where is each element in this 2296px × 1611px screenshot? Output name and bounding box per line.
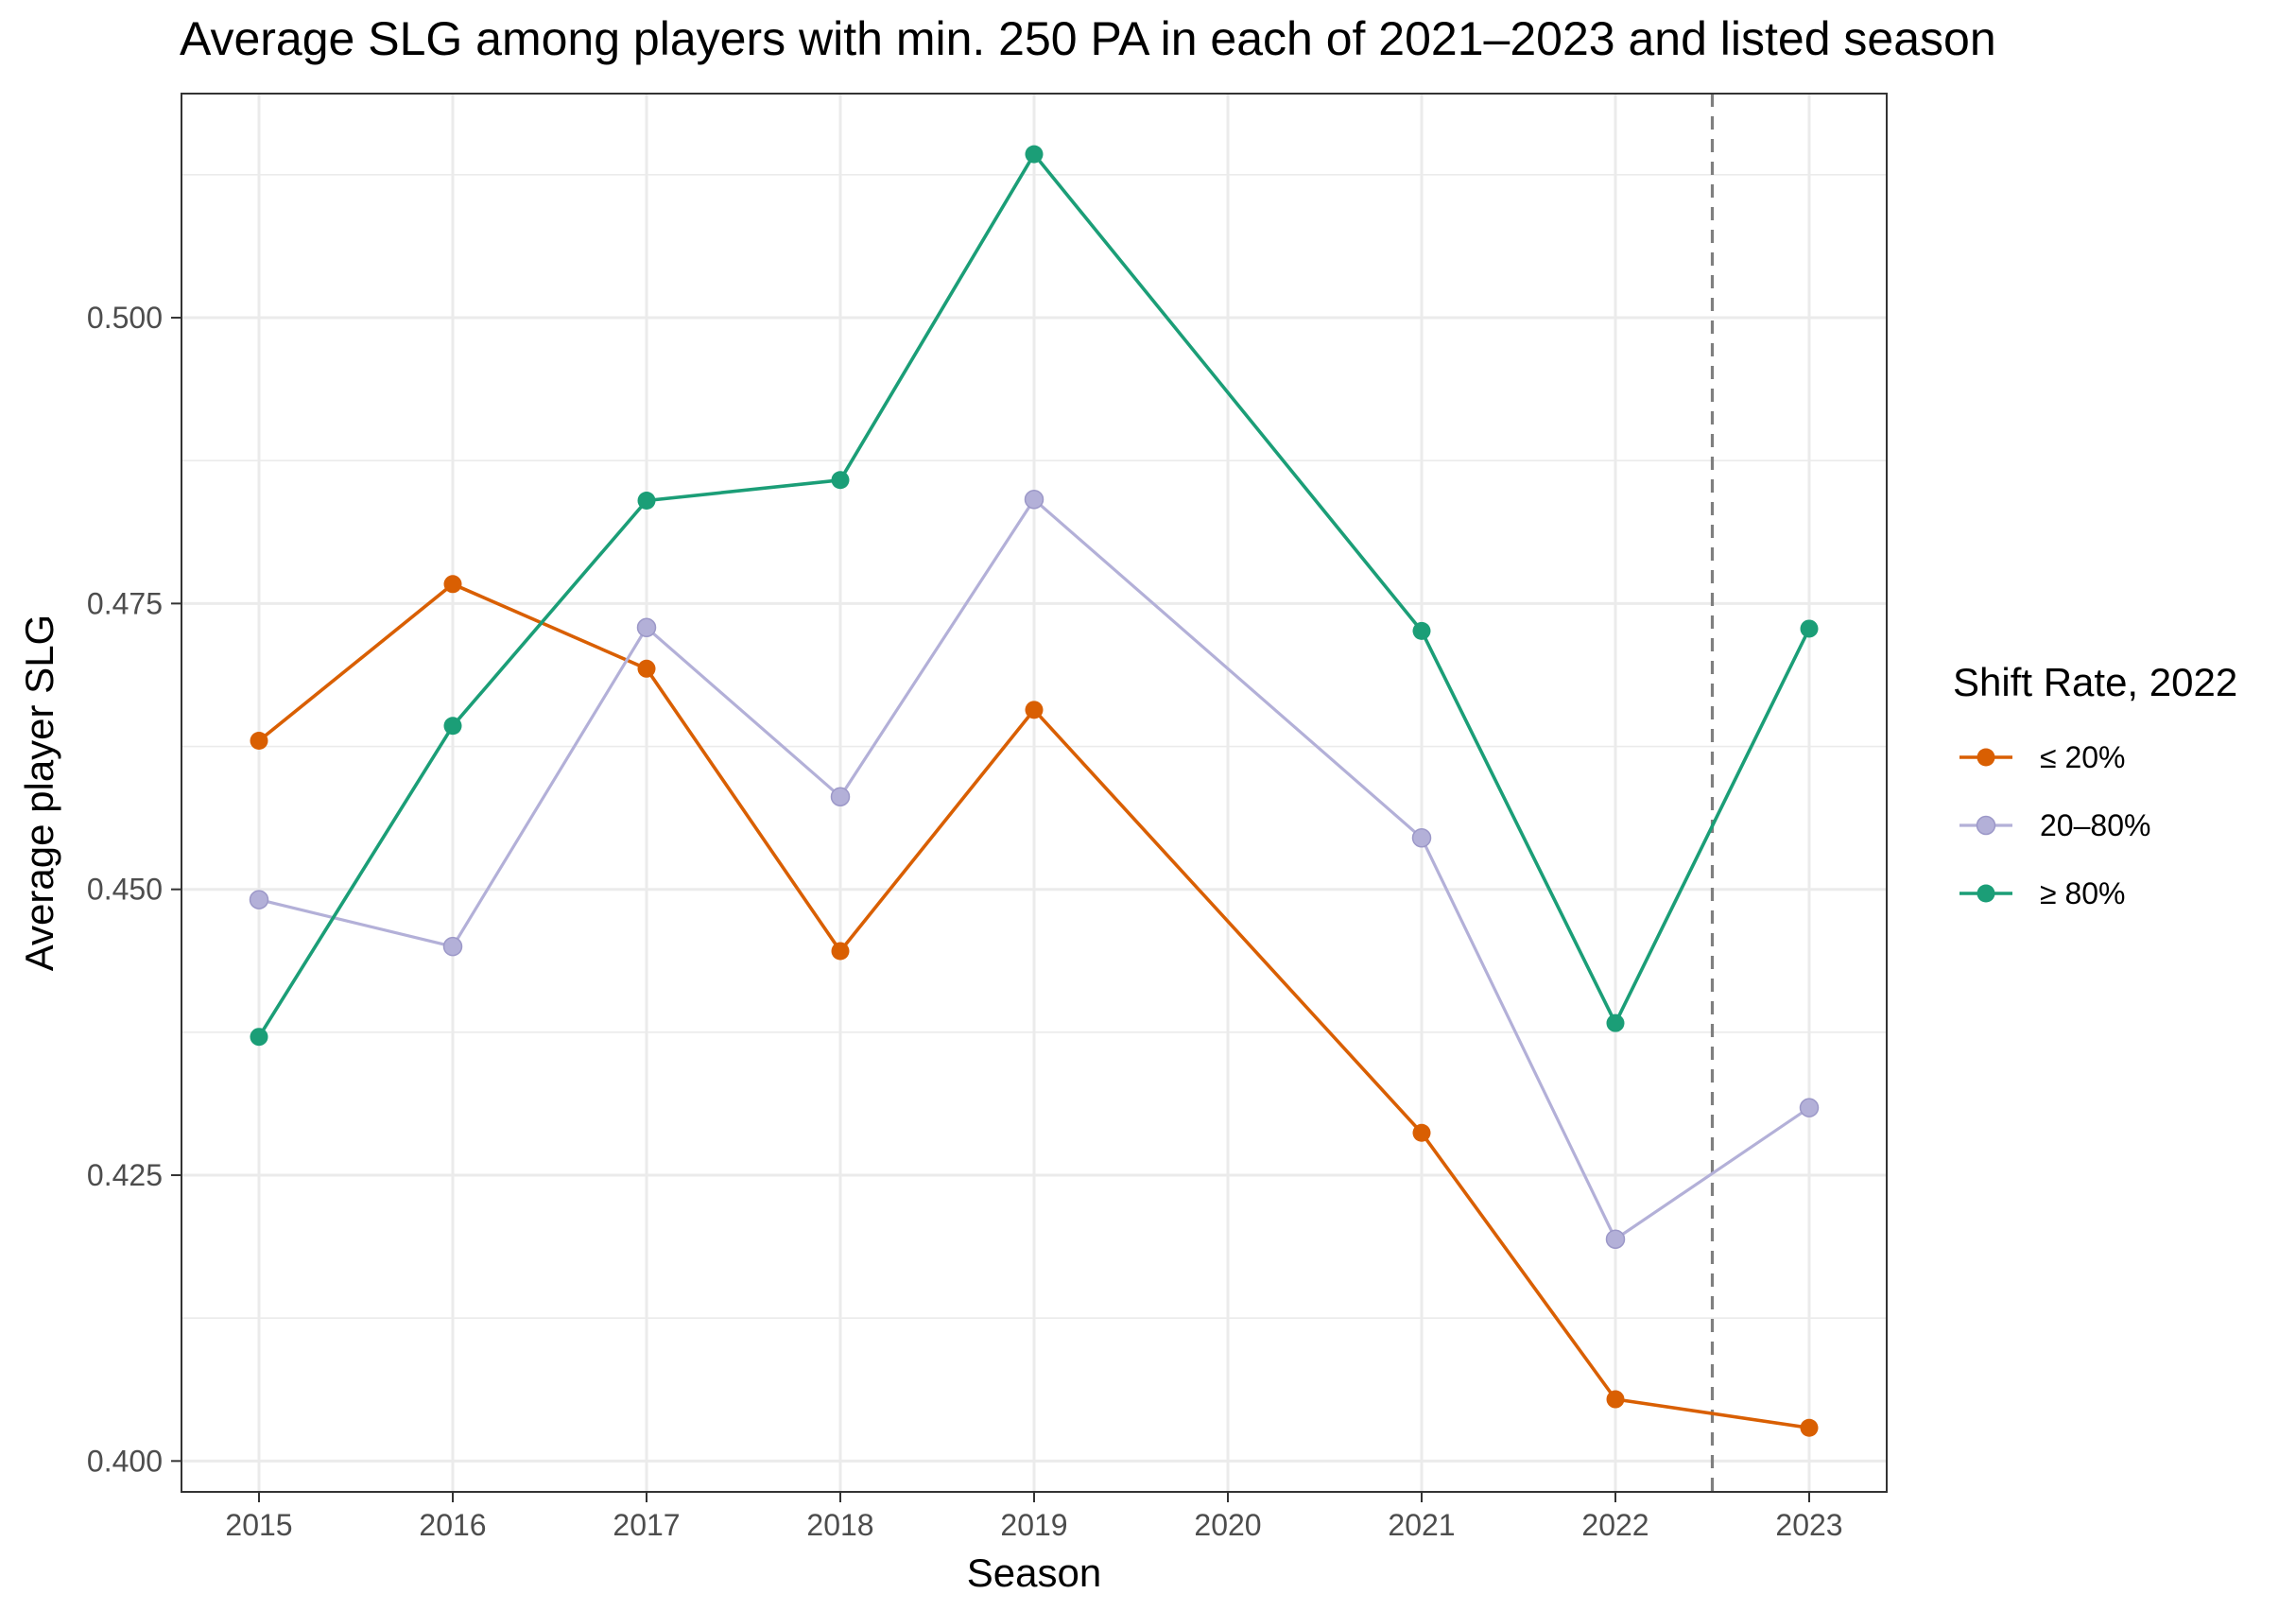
- legend-key-point: [1977, 884, 1995, 903]
- y-tick-label: 0.475: [87, 586, 163, 620]
- data-point: [831, 942, 850, 961]
- x-tick-label: 2019: [1000, 1508, 1067, 1542]
- data-point: [1025, 701, 1044, 719]
- data-point: [1412, 621, 1431, 640]
- legend-label: ≥ 80%: [2040, 876, 2126, 910]
- y-tick-label: 0.500: [87, 301, 163, 335]
- data-point: [1412, 1123, 1431, 1142]
- data-point: [1024, 490, 1044, 510]
- data-point: [1606, 1390, 1625, 1409]
- legend-title: Shift Rate, 2022: [1953, 660, 2237, 704]
- data-point: [249, 890, 269, 909]
- legend-label: ≤ 20%: [2040, 740, 2126, 774]
- data-point: [637, 659, 656, 678]
- y-axis: 0.400 0.425 0.450 0.475 0.500: [87, 301, 181, 1478]
- data-point: [1800, 619, 1819, 638]
- series-2: [250, 145, 1819, 1047]
- series-line: [258, 497, 1810, 1241]
- chart-title: Average SLG among players with min. 250 …: [180, 12, 1996, 65]
- x-tick-label: 2015: [225, 1508, 292, 1542]
- series-layer: [249, 145, 1820, 1437]
- y-tick-label: 0.425: [87, 1158, 163, 1192]
- data-point: [443, 717, 462, 736]
- series-line: [257, 582, 1810, 1430]
- x-tick-label: 2017: [613, 1508, 680, 1542]
- legend-item-0: ≤ 20%: [1959, 740, 2126, 774]
- legend-key-point: [1977, 748, 1995, 767]
- data-point: [250, 1028, 268, 1047]
- data-point: [1606, 1013, 1625, 1032]
- data-point: [1025, 145, 1044, 164]
- legend-items: ≤ 20% 20–80% ≥ 80%: [1959, 740, 2150, 910]
- data-point: [830, 787, 851, 806]
- series-1: [249, 490, 1820, 1249]
- series-line: [257, 152, 1811, 1038]
- x-tick-label: 2023: [1775, 1508, 1842, 1542]
- legend-item-1: 20–80%: [1959, 808, 2150, 842]
- data-point: [250, 731, 268, 750]
- legend-item-2: ≥ 80%: [1959, 876, 2126, 910]
- legend-label: 20–80%: [2040, 808, 2150, 842]
- data-point: [1799, 1098, 1820, 1117]
- data-point: [1605, 1229, 1626, 1249]
- data-point: [1800, 1418, 1819, 1437]
- x-tick-label: 2016: [419, 1508, 486, 1542]
- data-point: [637, 492, 656, 511]
- x-tick-label: 2020: [1194, 1508, 1261, 1542]
- data-point: [1411, 828, 1432, 848]
- legend: Shift Rate, 2022 ≤ 20% 20–80% ≥ 80%: [1953, 660, 2237, 910]
- legend-key-point: [1976, 815, 1996, 836]
- data-point: [831, 471, 850, 490]
- y-axis-title: Average player SLG: [17, 615, 61, 971]
- x-axis: 2015 2016 2017 2018 2019 2020 2021 2022 2023: [225, 1492, 1843, 1542]
- x-axis-title: Season: [967, 1550, 1101, 1595]
- x-tick-label: 2021: [1388, 1508, 1455, 1542]
- data-point: [636, 617, 657, 638]
- y-tick-label: 0.450: [87, 873, 163, 907]
- x-tick-label: 2018: [806, 1508, 873, 1542]
- x-tick-label: 2022: [1581, 1508, 1649, 1542]
- y-tick-label: 0.400: [87, 1444, 163, 1478]
- data-point: [443, 575, 462, 594]
- data-point: [442, 936, 463, 957]
- series-0: [250, 575, 1819, 1437]
